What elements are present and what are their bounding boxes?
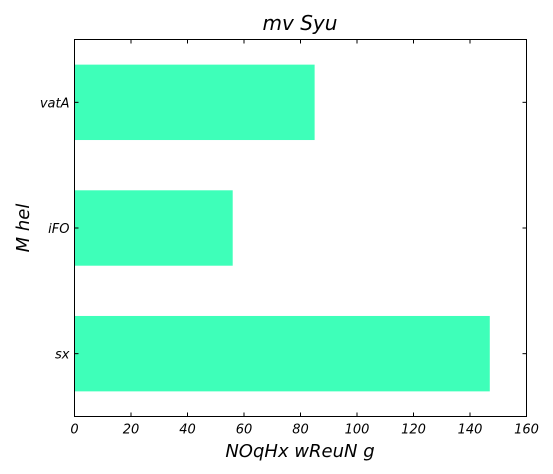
y-axis-label: M hel [13, 204, 34, 253]
x-tick-label: 80 [292, 423, 309, 438]
x-tick-label: 40 [179, 423, 196, 438]
x-axis-label: NOqHx wReuN g [225, 441, 374, 462]
y-axis-ticks: vatA iFO sx [40, 96, 527, 363]
y-tick-label: sx [55, 348, 70, 363]
x-tick-label: 160 [514, 423, 539, 438]
x-tick-label: 120 [401, 423, 426, 438]
y-tick-label: iFO [48, 222, 69, 237]
x-tick-label: 60 [236, 423, 253, 438]
plot-frame [74, 39, 527, 417]
x-axis-ticks: 0 20 40 60 80 100 120 140 160 [70, 39, 539, 438]
bars-group [74, 64, 490, 392]
x-tick-label: 0 [70, 423, 78, 438]
x-tick-label: 20 [123, 423, 140, 438]
chart-title: mv Syu [263, 11, 338, 35]
x-tick-label: 100 [345, 423, 370, 438]
x-tick-label: 140 [458, 423, 483, 438]
bar-iFO [74, 190, 233, 266]
y-tick-label: vatA [40, 96, 70, 111]
bar-vatA [74, 64, 315, 141]
bar-sx [74, 315, 490, 392]
